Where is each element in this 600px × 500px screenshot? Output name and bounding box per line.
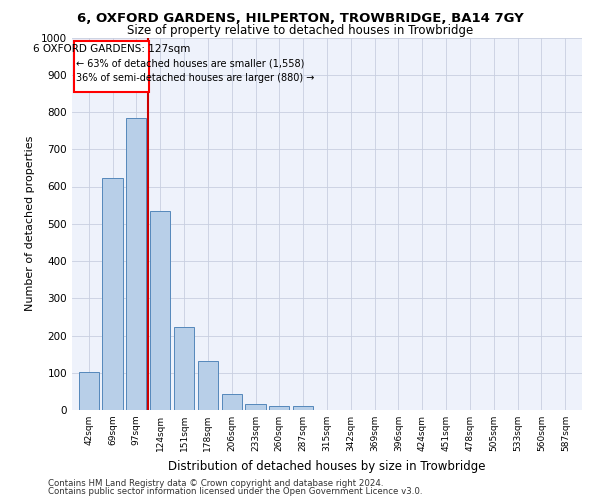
Bar bbox=[269, 406, 289, 410]
Bar bbox=[126, 118, 146, 410]
Y-axis label: Number of detached properties: Number of detached properties bbox=[25, 136, 35, 312]
Text: 6, OXFORD GARDENS, HILPERTON, TROWBRIDGE, BA14 7GY: 6, OXFORD GARDENS, HILPERTON, TROWBRIDGE… bbox=[77, 12, 523, 26]
Bar bbox=[221, 394, 242, 410]
X-axis label: Distribution of detached houses by size in Trowbridge: Distribution of detached houses by size … bbox=[168, 460, 486, 472]
Text: Contains public sector information licensed under the Open Government Licence v3: Contains public sector information licen… bbox=[48, 487, 422, 496]
Bar bbox=[150, 210, 170, 410]
Text: Size of property relative to detached houses in Trowbridge: Size of property relative to detached ho… bbox=[127, 24, 473, 37]
Bar bbox=[103, 178, 122, 410]
Text: ← 63% of detached houses are smaller (1,558): ← 63% of detached houses are smaller (1,… bbox=[76, 58, 305, 68]
Text: Contains HM Land Registry data © Crown copyright and database right 2024.: Contains HM Land Registry data © Crown c… bbox=[48, 479, 383, 488]
Text: 6 OXFORD GARDENS: 127sqm: 6 OXFORD GARDENS: 127sqm bbox=[33, 44, 191, 54]
Text: 36% of semi-detached houses are larger (880) →: 36% of semi-detached houses are larger (… bbox=[76, 74, 314, 84]
Bar bbox=[245, 404, 266, 410]
Bar bbox=[293, 406, 313, 410]
FancyBboxPatch shape bbox=[74, 41, 149, 92]
Bar bbox=[198, 361, 218, 410]
Bar bbox=[79, 372, 99, 410]
Bar bbox=[174, 328, 194, 410]
